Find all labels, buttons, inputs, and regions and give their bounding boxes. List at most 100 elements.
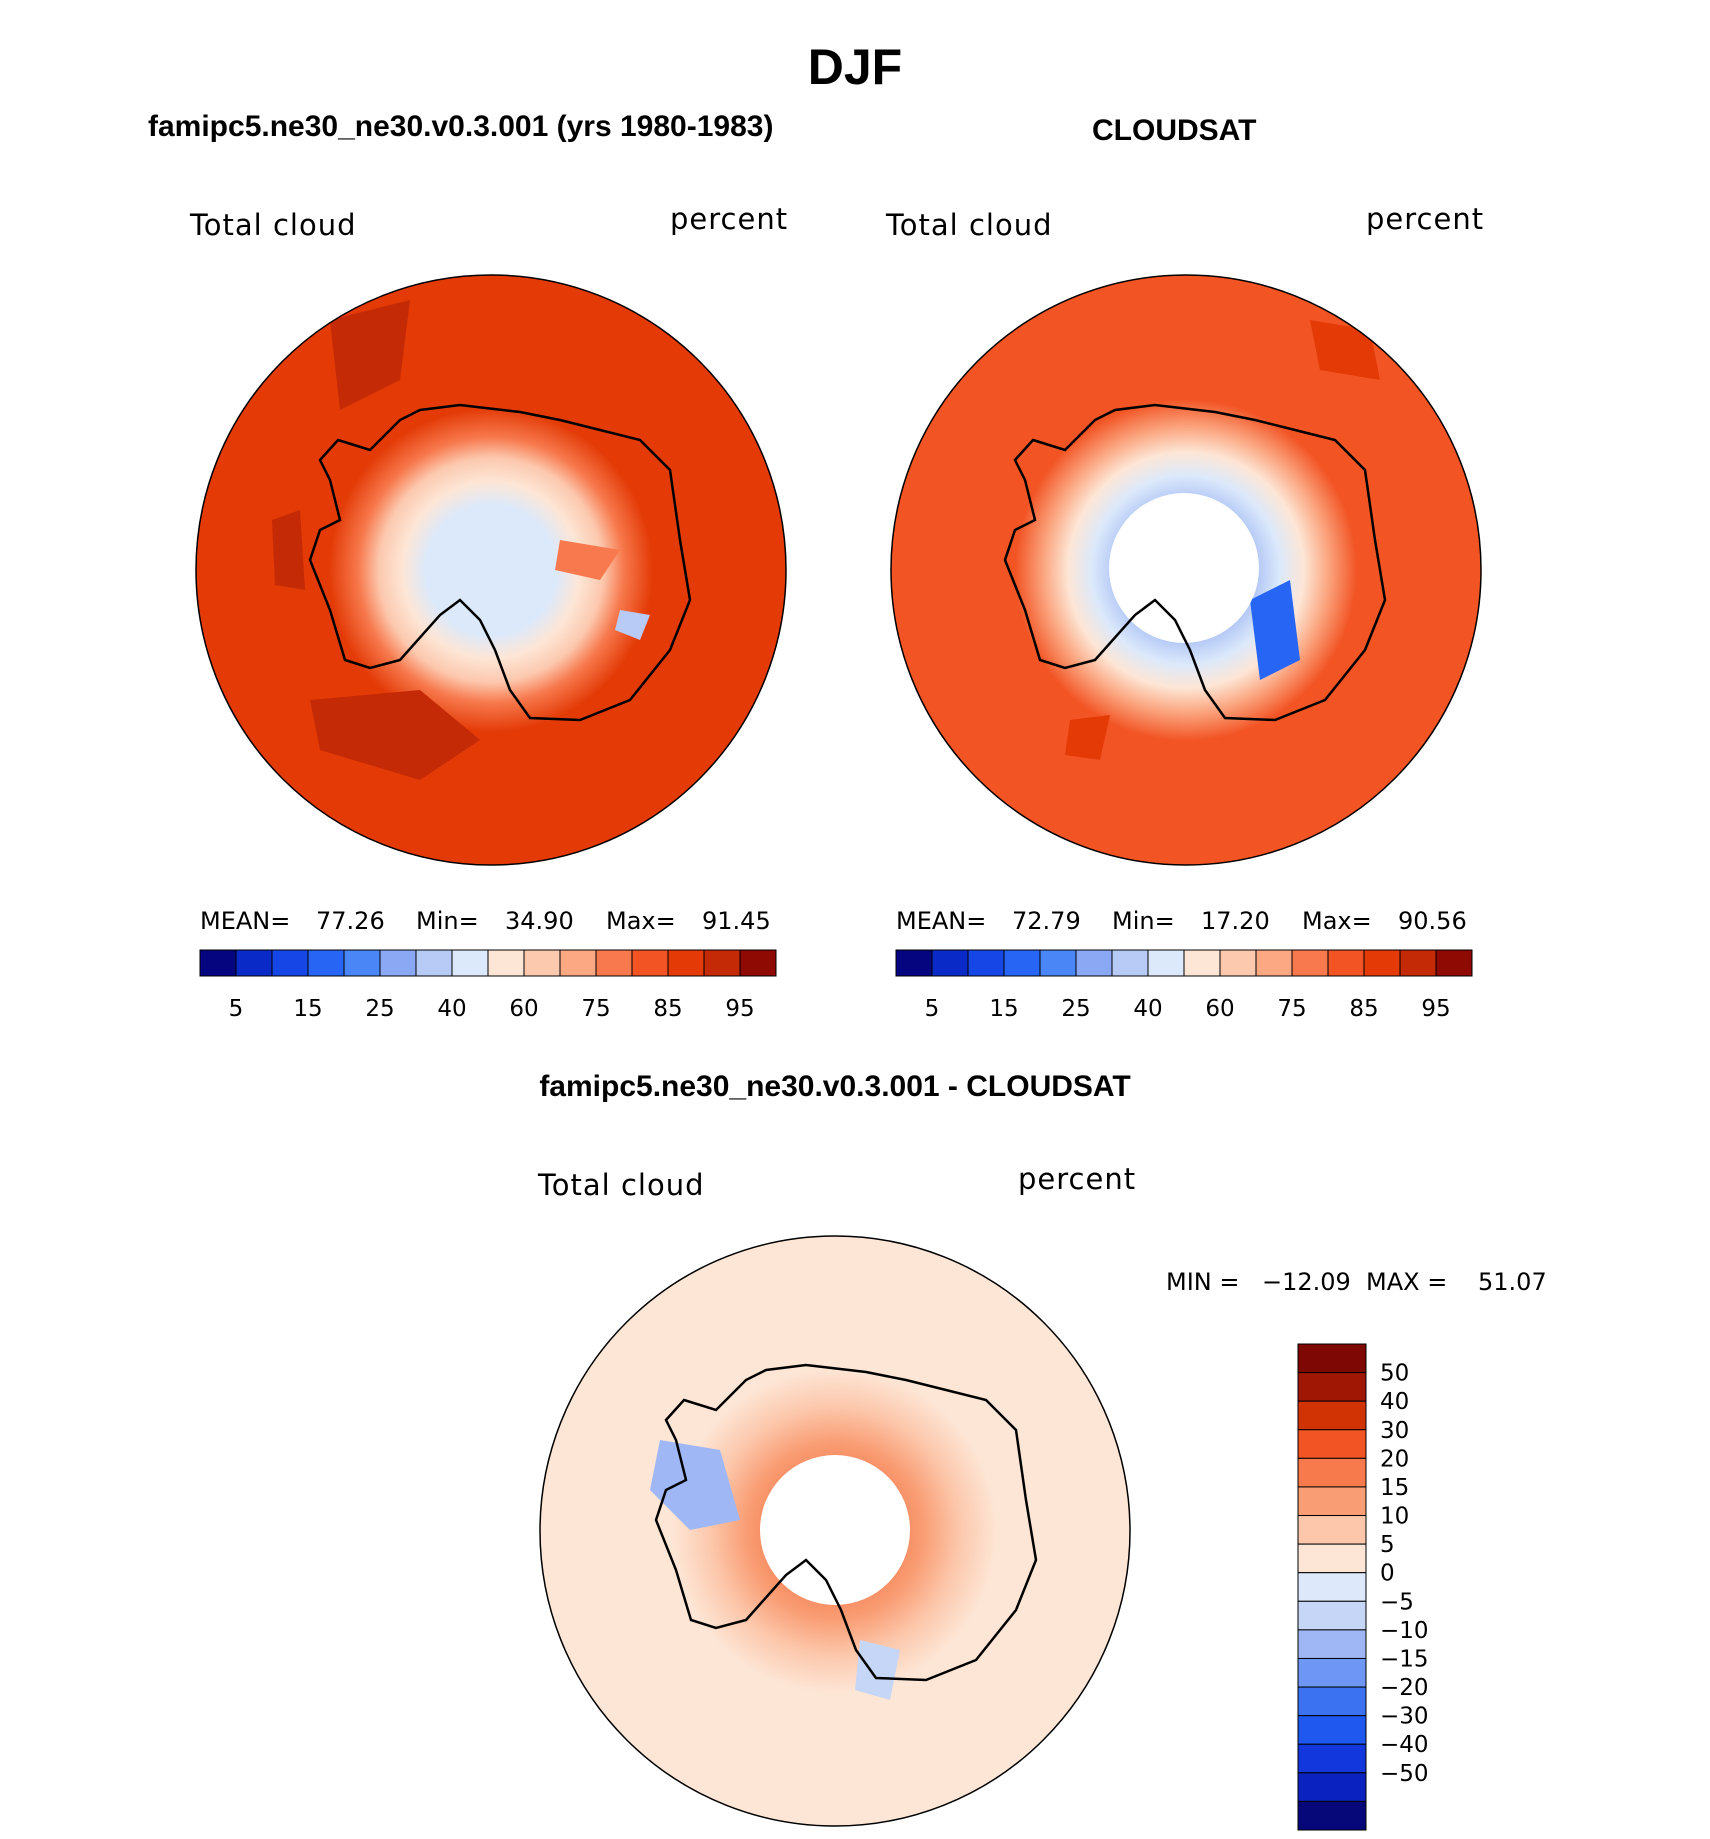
panel3-units-label: percent [1018,1162,1137,1196]
panel3-colorbar-tick-label: −30 [1380,1704,1429,1730]
panel3-colorbar-tick-label: 15 [1380,1475,1409,1501]
panel3-colorbar-swatch [1297,1686,1367,1717]
panel1-colorbar-swatch [523,949,561,977]
panel2-mean-value: 72.79 [1012,907,1081,935]
panel1-colorbar-swatch [559,949,597,977]
panel2-max-value: 90.56 [1398,907,1467,935]
panel1-colorbar-swatch [379,949,417,977]
panel2-colorbar-tick-label: 25 [1061,996,1090,1022]
panel2-colorbar-tick-label: 75 [1277,996,1306,1022]
panel1-colorbar-swatch [451,949,489,977]
panel3-variable-label: Total cloud [538,1168,705,1202]
panel1-colorbar-tick-label: 15 [293,996,322,1022]
panel3-colorbar-swatch [1297,1657,1367,1688]
panel2-colorbar-tick-label: 60 [1205,996,1234,1022]
panel3-colorbar-swatch [1297,1800,1367,1831]
panel1-colorbar-tick-label: 60 [509,996,538,1022]
panel2-colorbar-swatch [1075,949,1113,977]
panel1-title: famipc5.ne30_ne30.v0.3.001 (yrs 1980-198… [148,110,774,143]
panel2-colorbar-tick-label: 85 [1349,996,1378,1022]
panel1-colorbar-swatch [199,949,237,977]
panel2-colorbar-swatch [1399,949,1437,977]
panel2-colorbar-swatch [1435,949,1473,977]
panel2-colorbar-swatch [1039,949,1077,977]
panel3-colorbar-swatch [1297,1486,1367,1517]
panel2-units-label: percent [1366,202,1485,236]
panel2-colorbar-tick-label: 5 [925,996,940,1022]
panel2-colorbar-swatch [967,949,1005,977]
panel2-colorbar-swatch [1291,949,1329,977]
panel3-colorbar-swatch [1297,1600,1367,1631]
panel3-colorbar-tick-label: −15 [1380,1646,1429,1672]
panel3-colorbar-swatch [1297,1629,1367,1659]
panel3-colorbar-swatch [1297,1543,1367,1574]
panel1-colorbar-swatch [667,949,705,977]
panel2-colorbar-swatch [931,949,969,977]
panel3-colorbar-swatch [1297,1343,1367,1374]
panel3-colorbar-tick-label: −50 [1380,1761,1429,1787]
panel1-colorbar-tick-label: 85 [653,996,682,1022]
panel3-colorbar-tick-label: −40 [1380,1732,1429,1758]
panel1-colorbar: 5 15 25 40 60 75 85 95 [199,949,777,1022]
panel1-variable-label: Total cloud [190,208,357,242]
panel1-map [196,275,786,865]
panel2-mean-label: MEAN= [896,907,987,935]
panel2-colorbar-swatch [1003,949,1041,977]
panel2-max-label: Max= [1302,907,1372,935]
panel3-title: famipc5.ne30_ne30.v0.3.001 - CLOUDSAT [539,1070,1131,1103]
panel1-max-value: 91.45 [702,907,771,935]
panel2-min-value: 17.20 [1201,907,1270,935]
panel2-map-border [890,274,1482,866]
panel2-colorbar-tick-label: 40 [1133,996,1162,1022]
panel1-colorbar-tick-label: 95 [725,996,754,1022]
panel2-colorbar-swatch [895,949,933,977]
panel1-units-label: percent [670,202,789,236]
panel3-colorbar-tick-label: 30 [1380,1418,1409,1444]
panel3-colorbar-tick-label: 10 [1380,1504,1409,1530]
panel1-colorbar-swatch [235,949,273,977]
panel1-min-value: 34.90 [505,907,574,935]
panel1-antarctica-coastline [308,403,692,722]
panel3-colorbar-swatch [1297,1715,1367,1745]
panel2-variable-label: Total cloud [886,208,1053,242]
panel3-colorbar-tick-label: 0 [1380,1561,1395,1587]
panel1-colorbar-tick-label: 5 [229,996,244,1022]
panel3-colorbar-tick-label: −5 [1380,1589,1414,1615]
panel1-colorbar-swatch [487,949,525,977]
panel1-colorbar-tick-label: 40 [437,996,466,1022]
panel2-min-label: Min= [1112,907,1175,935]
panel3-max-value: 51.07 [1478,1268,1547,1296]
panel2-colorbar: 5 15 25 40 60 75 85 95 [895,949,1473,1022]
panel1-colorbar-swatch [739,949,777,977]
panel2-colorbar-swatch [1111,949,1149,977]
panel3-min-label: MIN = [1166,1268,1240,1296]
panel2-colorbar-tick-label: 95 [1421,996,1450,1022]
panel3-colorbar-tick-label: −20 [1380,1675,1429,1701]
panel3-antarctica-coastline [654,1363,1038,1682]
panel3-colorbar-swatch [1297,1515,1367,1545]
panel1-colorbar-swatch [271,949,309,977]
panel3-colorbar-swatch [1297,1743,1367,1774]
panel3-colorbar-tick-label: 20 [1380,1446,1409,1472]
panel2-colorbar-swatch [1363,949,1401,977]
panel1-min-label: Min= [416,907,479,935]
panel2-colorbar-swatch [1183,949,1221,977]
panel1-colorbar-swatch [631,949,669,977]
panel3-colorbar-tick-label: 40 [1380,1389,1409,1415]
panel1-colorbar-swatch [703,949,741,977]
panel2-colorbar-swatch [1147,949,1185,977]
panel3-colorbar-swatch [1297,1772,1367,1802]
panel2-colorbar-swatch [1327,949,1365,977]
panel1-colorbar-swatch [307,949,345,977]
panel1-colorbar-swatch [415,949,453,977]
panel3-colorbar-tick-label: −10 [1380,1618,1429,1644]
panel2-colorbar-swatch [1255,949,1293,977]
figure-title: DJF [807,39,903,95]
panel2-antarctica-coastline [1003,403,1387,722]
panel1-map-border [195,274,787,866]
panel3-colorbar-swatch [1297,1372,1367,1402]
panel1-mean-value: 77.26 [316,907,385,935]
panel2-colorbar-tick-label: 15 [989,996,1018,1022]
